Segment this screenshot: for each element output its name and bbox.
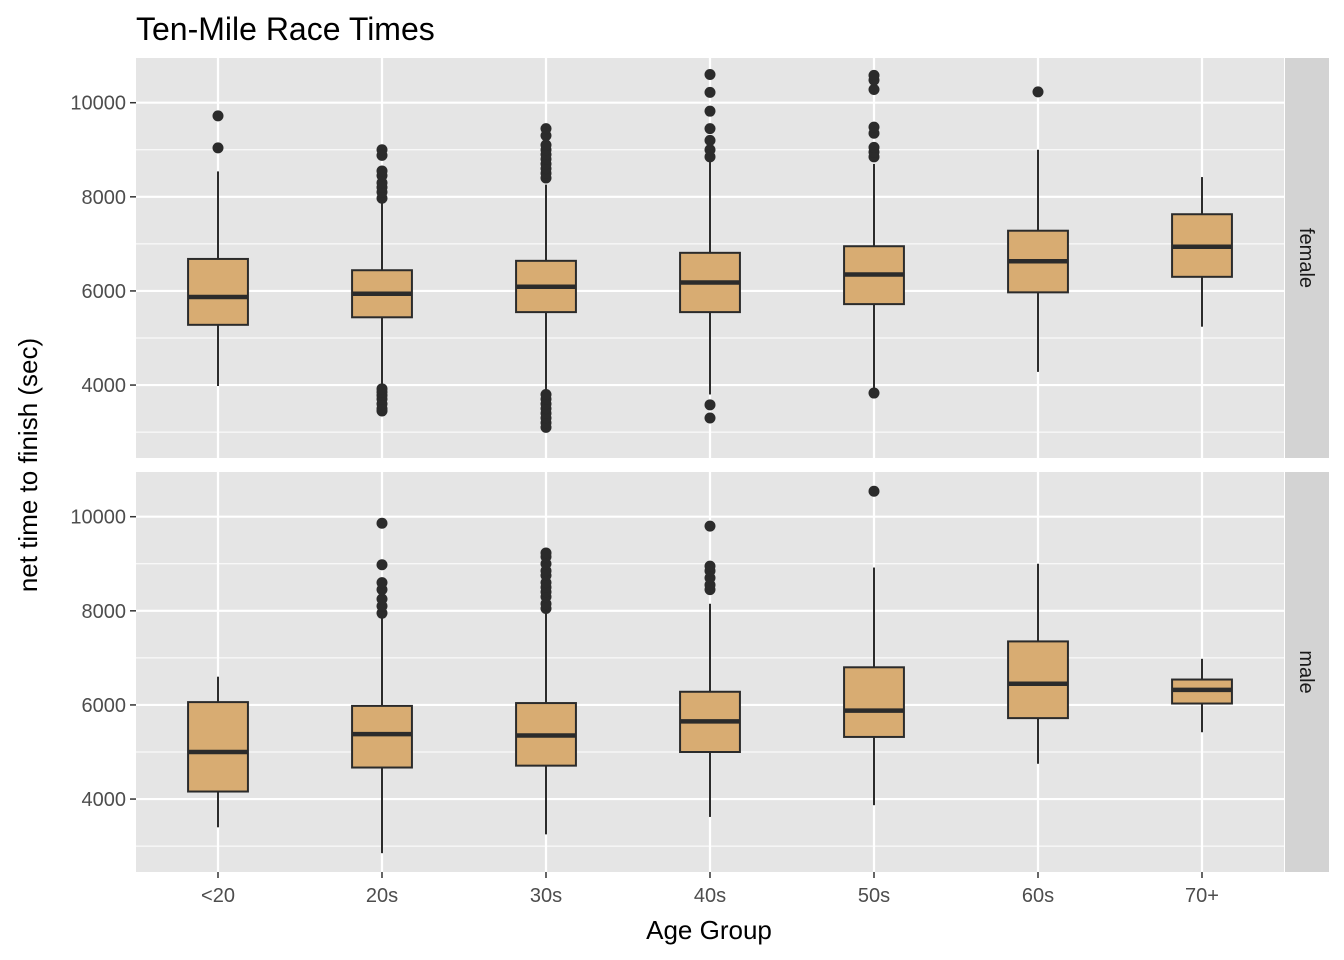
box-male-50s	[843, 485, 905, 806]
x-tick-label: 50s	[858, 885, 890, 907]
box-female-70+	[1171, 177, 1233, 327]
facet-strip-label: male	[1295, 650, 1317, 693]
box-female-<20	[187, 110, 249, 386]
y-tick-label: 10000	[70, 507, 126, 529]
outlier-point	[868, 485, 880, 497]
box-female-60s	[1007, 86, 1069, 372]
outlier-point	[868, 141, 880, 153]
x-tick-label: <20	[201, 885, 235, 907]
outlier-point	[704, 86, 716, 98]
x-axis: <20 20s 30s 40s 50s 60s 70+	[201, 872, 1219, 907]
outlier-point	[704, 123, 716, 135]
box-iqr	[187, 701, 249, 793]
outlier-point	[868, 84, 880, 96]
x-tick-label: 70+	[1185, 885, 1219, 907]
x-tick-label: 30s	[530, 885, 562, 907]
box-iqr	[187, 257, 249, 326]
y-tick-label: 10000	[70, 93, 126, 115]
facet-panels: 4000 6000 8000 10000 female 4000 6000 8000 10000…	[70, 58, 1329, 872]
x-tick-label: 60s	[1022, 885, 1054, 907]
box-male-<20	[187, 676, 249, 828]
outlier-point	[376, 144, 388, 156]
chart-title: Ten-Mile Race Times	[136, 11, 435, 47]
box-male-70+	[1171, 658, 1233, 733]
outlier-point	[212, 142, 224, 154]
box-iqr	[351, 704, 413, 769]
box-iqr	[1007, 640, 1069, 720]
y-tick-label: 4000	[82, 375, 127, 397]
x-tick-label: 20s	[366, 885, 398, 907]
box-female-50s	[843, 69, 905, 399]
x-tick-label: 40s	[694, 885, 726, 907]
outlier-point	[540, 388, 552, 400]
outlier-point	[376, 593, 388, 605]
facet-panel-female: 4000 6000 8000 10000 female	[70, 58, 1329, 458]
outlier-point	[704, 68, 716, 80]
y-tick-label: 6000	[82, 695, 127, 717]
outlier-point	[704, 105, 716, 117]
y-tick-label: 6000	[82, 281, 127, 303]
outlier-point	[212, 110, 224, 122]
outlier-point	[704, 412, 716, 424]
outlier-point	[868, 69, 880, 81]
facet-strip	[1285, 58, 1329, 458]
outlier-point	[376, 165, 388, 177]
box-male-30s	[515, 547, 577, 835]
outlier-point	[376, 559, 388, 571]
outlier-point	[704, 399, 716, 411]
facet-strip	[1285, 472, 1329, 872]
outlier-point	[704, 144, 716, 156]
x-axis-title: Age Group	[646, 915, 772, 945]
outlier-point	[540, 123, 552, 135]
y-tick-label: 8000	[82, 601, 127, 623]
box-male-40s	[679, 520, 741, 817]
y-axis-title: net time to finish (sec)	[13, 338, 43, 592]
outlier-point	[704, 560, 716, 572]
outlier-point	[376, 383, 388, 395]
y-tick-label: 4000	[82, 789, 127, 811]
box-male-60s	[1007, 563, 1069, 764]
box-female-30s	[515, 123, 577, 433]
box-female-20s	[351, 144, 413, 417]
facet-strip-label: female	[1295, 228, 1317, 288]
outlier-point	[376, 577, 388, 589]
outlier-point	[868, 121, 880, 133]
outlier-point	[1032, 86, 1044, 98]
outlier-point	[704, 134, 716, 146]
outlier-point	[376, 517, 388, 529]
outlier-point	[868, 387, 880, 399]
outlier-point	[704, 520, 716, 532]
box-iqr	[843, 666, 905, 738]
outlier-point	[540, 547, 552, 559]
y-tick-label: 8000	[82, 187, 127, 209]
facet-panel-male: 4000 6000 8000 10000 male	[70, 472, 1329, 872]
box-male-20s	[351, 517, 413, 854]
outlier-point	[540, 139, 552, 151]
box-female-40s	[679, 68, 741, 424]
